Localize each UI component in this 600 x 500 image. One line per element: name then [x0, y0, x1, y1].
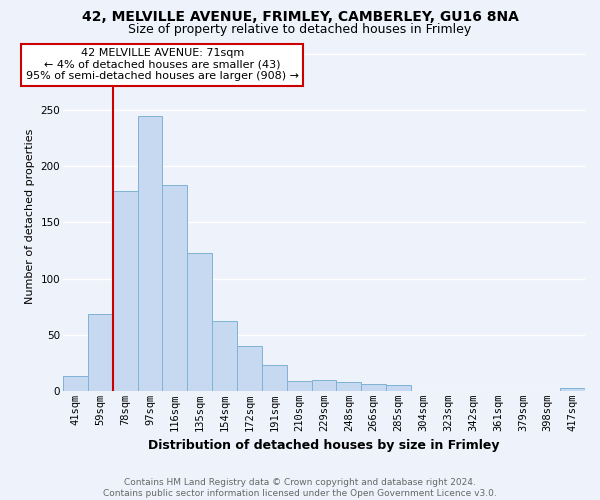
Bar: [163, 185, 187, 391]
Bar: [386, 386, 411, 391]
Text: Size of property relative to detached houses in Frimley: Size of property relative to detached ho…: [128, 22, 472, 36]
Bar: [337, 382, 361, 391]
Bar: [88, 314, 113, 391]
Bar: [137, 116, 163, 391]
Bar: [361, 384, 386, 391]
Bar: [262, 365, 287, 391]
Bar: [63, 376, 88, 391]
Bar: [212, 321, 237, 391]
Text: Contains HM Land Registry data © Crown copyright and database right 2024.
Contai: Contains HM Land Registry data © Crown c…: [103, 478, 497, 498]
Bar: [311, 380, 337, 391]
Y-axis label: Number of detached properties: Number of detached properties: [25, 129, 35, 304]
Bar: [287, 381, 311, 391]
Text: 42 MELVILLE AVENUE: 71sqm
← 4% of detached houses are smaller (43)
95% of semi-d: 42 MELVILLE AVENUE: 71sqm ← 4% of detach…: [26, 48, 299, 82]
X-axis label: Distribution of detached houses by size in Frimley: Distribution of detached houses by size …: [148, 440, 500, 452]
Bar: [237, 346, 262, 391]
Bar: [187, 252, 212, 391]
Text: 42, MELVILLE AVENUE, FRIMLEY, CAMBERLEY, GU16 8NA: 42, MELVILLE AVENUE, FRIMLEY, CAMBERLEY,…: [82, 10, 518, 24]
Bar: [113, 191, 137, 391]
Bar: [560, 388, 585, 391]
